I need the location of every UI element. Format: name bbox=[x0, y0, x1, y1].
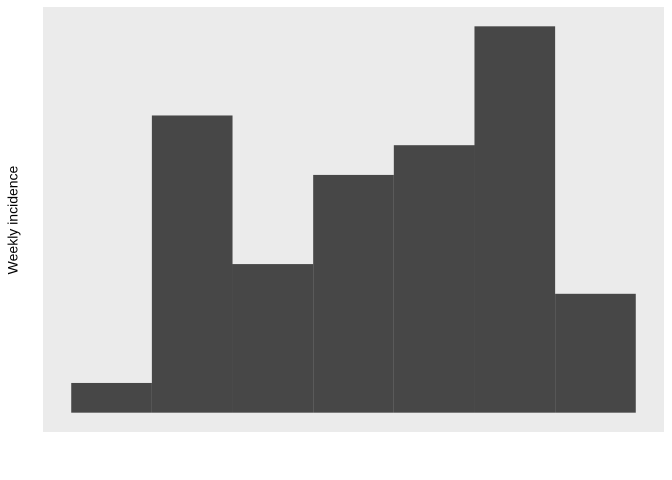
bar bbox=[151, 115, 233, 413]
bar bbox=[393, 145, 475, 413]
bar bbox=[232, 264, 314, 413]
bar bbox=[474, 26, 556, 413]
bars bbox=[71, 26, 636, 413]
y-axis-title: Weekly incidence bbox=[5, 165, 21, 274]
bar bbox=[555, 293, 636, 413]
bar bbox=[71, 382, 152, 413]
bar bbox=[313, 174, 394, 413]
